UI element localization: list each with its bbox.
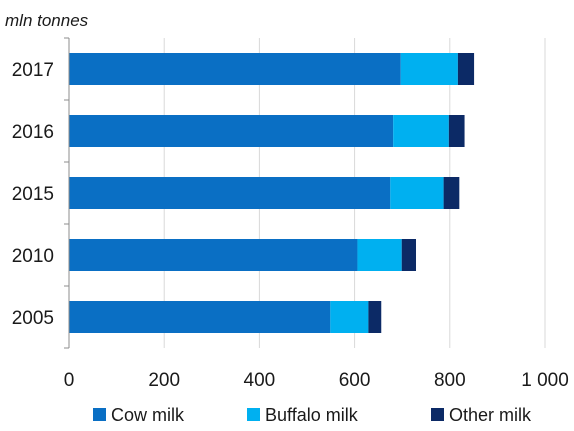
x-tick-label: 800 [434, 370, 466, 391]
legend-label: Buffalo milk [265, 405, 359, 425]
x-tick-label: 400 [244, 370, 276, 391]
category-label: 2016 [12, 122, 54, 143]
bar-other-milk-2015 [443, 177, 460, 209]
bar-cow-milk-2015 [69, 177, 391, 209]
category-label: 2017 [12, 60, 54, 81]
bar-cow-milk-2005 [69, 301, 331, 333]
category-labels: 2017 2016 2015 2010 2005 [12, 60, 54, 329]
bar-other-milk-2005 [368, 301, 382, 333]
bar-other-milk-2016 [448, 115, 465, 147]
x-tick-label: 1 000 [521, 370, 569, 391]
x-tick-label: 600 [339, 370, 371, 391]
legend-swatch [431, 408, 444, 421]
bar-buffalo-milk-2015 [390, 177, 444, 209]
bar-cow-milk-2017 [69, 53, 401, 85]
legend-label: Cow milk [111, 405, 185, 425]
x-tick-label: 200 [148, 370, 180, 391]
legend-swatch [93, 408, 106, 421]
category-label: 2010 [12, 246, 54, 267]
category-label: 2015 [12, 184, 54, 205]
category-label: 2005 [12, 308, 54, 329]
x-tick-labels: 0 200 400 600 800 1 000 [64, 370, 569, 391]
legend: Cow milk Buffalo milk Other milk [93, 405, 532, 425]
unit-label: mln tonnes [5, 11, 89, 30]
x-tick-label: 0 [64, 370, 75, 391]
bar-buffalo-milk-2005 [330, 301, 369, 333]
bar-cow-milk-2010 [69, 239, 358, 271]
bar-other-milk-2017 [457, 53, 475, 85]
bar-cow-milk-2016 [69, 115, 394, 147]
bar-other-milk-2010 [401, 239, 417, 271]
bar-buffalo-milk-2010 [357, 239, 402, 271]
bar-buffalo-milk-2016 [393, 115, 449, 147]
legend-swatch [247, 408, 260, 421]
axes [64, 37, 70, 349]
bars [69, 53, 475, 333]
bar-buffalo-milk-2017 [400, 53, 458, 85]
legend-label: Other milk [449, 405, 532, 425]
